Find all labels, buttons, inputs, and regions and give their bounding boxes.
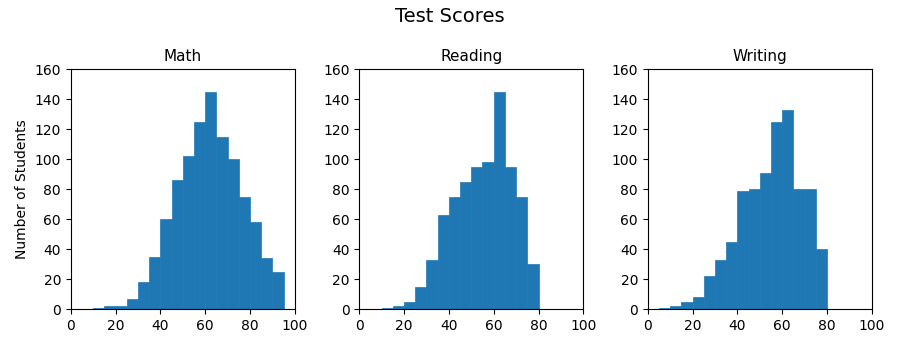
Bar bbox=[760, 173, 771, 309]
Title: Reading: Reading bbox=[440, 49, 502, 64]
Bar bbox=[715, 260, 726, 309]
Bar bbox=[815, 249, 827, 309]
Bar bbox=[94, 308, 104, 309]
Bar bbox=[149, 257, 160, 309]
Bar bbox=[228, 159, 238, 309]
Bar bbox=[138, 282, 149, 309]
Bar bbox=[115, 306, 127, 309]
Bar bbox=[659, 308, 670, 309]
Bar bbox=[273, 272, 284, 309]
Bar bbox=[404, 302, 415, 309]
Bar bbox=[194, 122, 205, 309]
Bar bbox=[216, 137, 228, 309]
Title: Math: Math bbox=[164, 49, 202, 64]
Bar bbox=[415, 287, 427, 309]
Bar bbox=[393, 306, 404, 309]
Bar bbox=[749, 189, 760, 309]
Bar bbox=[427, 260, 437, 309]
Bar bbox=[805, 189, 815, 309]
Bar bbox=[505, 167, 516, 309]
Bar bbox=[794, 189, 805, 309]
Bar bbox=[104, 306, 115, 309]
Bar bbox=[782, 110, 794, 309]
Y-axis label: Number of Students: Number of Students bbox=[15, 119, 29, 259]
Bar bbox=[437, 215, 449, 309]
Bar bbox=[382, 308, 393, 309]
Bar bbox=[693, 297, 704, 309]
Bar bbox=[494, 92, 505, 309]
Title: Writing: Writing bbox=[733, 49, 788, 64]
Bar bbox=[670, 306, 681, 309]
Bar bbox=[205, 92, 216, 309]
Bar bbox=[460, 182, 472, 309]
Bar bbox=[160, 219, 172, 309]
Bar bbox=[183, 156, 194, 309]
Bar bbox=[516, 197, 527, 309]
Text: Test Scores: Test Scores bbox=[395, 7, 505, 26]
Bar bbox=[449, 197, 460, 309]
Bar bbox=[172, 180, 183, 309]
Bar bbox=[681, 302, 693, 309]
Bar bbox=[771, 122, 782, 309]
Bar bbox=[737, 191, 749, 309]
Bar bbox=[261, 258, 273, 309]
Bar bbox=[726, 242, 737, 309]
Bar bbox=[527, 264, 538, 309]
Bar bbox=[238, 197, 250, 309]
Bar bbox=[704, 276, 715, 309]
Bar bbox=[250, 222, 261, 309]
Bar bbox=[472, 167, 482, 309]
Bar bbox=[482, 162, 494, 309]
Bar bbox=[127, 299, 138, 309]
